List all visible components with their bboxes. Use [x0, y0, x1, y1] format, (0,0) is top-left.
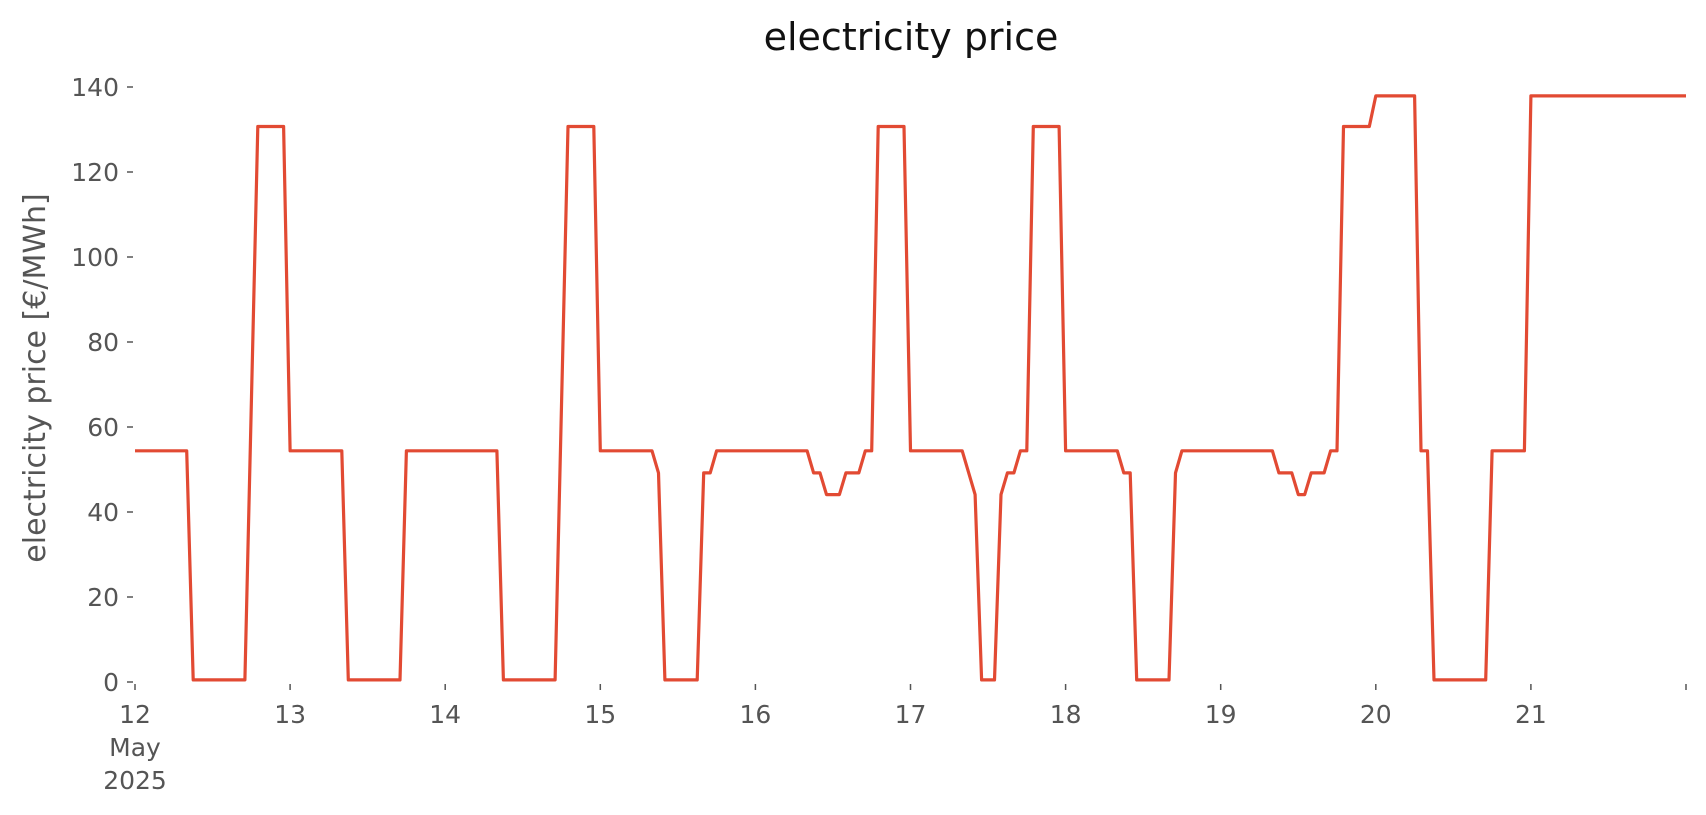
plot-area — [135, 94, 1686, 682]
x-tick-label: 20 — [1360, 700, 1392, 729]
x-tick-label: 19 — [1205, 700, 1237, 729]
chart-title: electricity price — [764, 15, 1059, 59]
y-tick-label: 100 — [71, 243, 119, 272]
y-tick-label: 140 — [71, 73, 119, 102]
y-tick-label: 80 — [87, 328, 119, 357]
x-tick-label: May — [109, 733, 161, 762]
y-tick-label: 0 — [103, 668, 119, 697]
x-tick-label: 18 — [1050, 700, 1082, 729]
x-tick-label: 13 — [274, 700, 306, 729]
x-tick-label: 14 — [429, 700, 461, 729]
y-tick-label: 120 — [71, 158, 119, 187]
y-axis: 0 20 40 60 80 100 120 140 — [71, 73, 133, 697]
x-tick-label: 15 — [584, 700, 616, 729]
x-tick-label: 12 — [119, 700, 151, 729]
x-tick-label: 17 — [895, 700, 927, 729]
y-axis-label: electricity price [€/MWh] — [18, 193, 53, 562]
y-tick-label: 60 — [87, 413, 119, 442]
x-tick-label: 21 — [1515, 700, 1547, 729]
x-tick-label: 16 — [739, 700, 771, 729]
y-tick-label: 40 — [87, 498, 119, 527]
x-axis: 12 May 2025 13 14 15 16 17 18 19 20 21 — [103, 684, 1687, 795]
x-tick-label: 2025 — [103, 766, 167, 795]
price-series-line — [135, 94, 1686, 682]
y-tick-label: 20 — [87, 583, 119, 612]
